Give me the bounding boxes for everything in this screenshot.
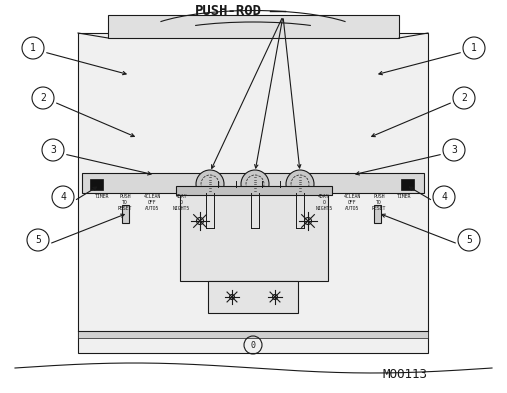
Bar xyxy=(401,179,414,190)
Text: 4CLEAN
OFF
AUTO5: 4CLEAN OFF AUTO5 xyxy=(143,194,161,211)
Bar xyxy=(180,191,328,281)
Bar xyxy=(78,33,428,353)
Text: 4DAY
O
NIGHT5: 4DAY O NIGHT5 xyxy=(315,194,333,211)
Text: TIMER: TIMER xyxy=(397,194,411,199)
Text: 3: 3 xyxy=(50,145,56,155)
Bar xyxy=(374,205,381,223)
Text: 0: 0 xyxy=(250,340,256,349)
Text: 4: 4 xyxy=(441,192,447,202)
Bar xyxy=(90,179,103,190)
Text: 5: 5 xyxy=(35,235,41,245)
Text: 4DAY
O
NIGHT5: 4DAY O NIGHT5 xyxy=(172,194,190,211)
Circle shape xyxy=(286,170,314,198)
Bar xyxy=(208,281,298,313)
Text: 5: 5 xyxy=(466,235,472,245)
Circle shape xyxy=(272,294,277,299)
Text: MOO113: MOO113 xyxy=(382,368,427,381)
Text: 2: 2 xyxy=(40,93,46,103)
Circle shape xyxy=(230,294,235,299)
Text: 3: 3 xyxy=(451,145,457,155)
Text: 1: 1 xyxy=(471,43,477,53)
Bar xyxy=(176,186,332,195)
Text: PUSH
TO
RESET: PUSH TO RESET xyxy=(118,194,132,211)
Text: PUSH
TO
RESET: PUSH TO RESET xyxy=(372,194,386,211)
Circle shape xyxy=(197,217,203,224)
Circle shape xyxy=(196,170,224,198)
Circle shape xyxy=(305,217,311,224)
Circle shape xyxy=(241,170,269,198)
Bar xyxy=(122,205,129,223)
Bar xyxy=(82,173,424,193)
Text: 4CLEAN
OFF
AUTO5: 4CLEAN OFF AUTO5 xyxy=(343,194,360,211)
Bar xyxy=(108,15,399,38)
Bar xyxy=(78,331,428,338)
Text: 2: 2 xyxy=(461,93,467,103)
Text: TIMER: TIMER xyxy=(95,194,109,199)
Text: PUSH-ROD: PUSH-ROD xyxy=(195,4,262,18)
Text: 1: 1 xyxy=(30,43,36,53)
Text: 4: 4 xyxy=(60,192,66,202)
